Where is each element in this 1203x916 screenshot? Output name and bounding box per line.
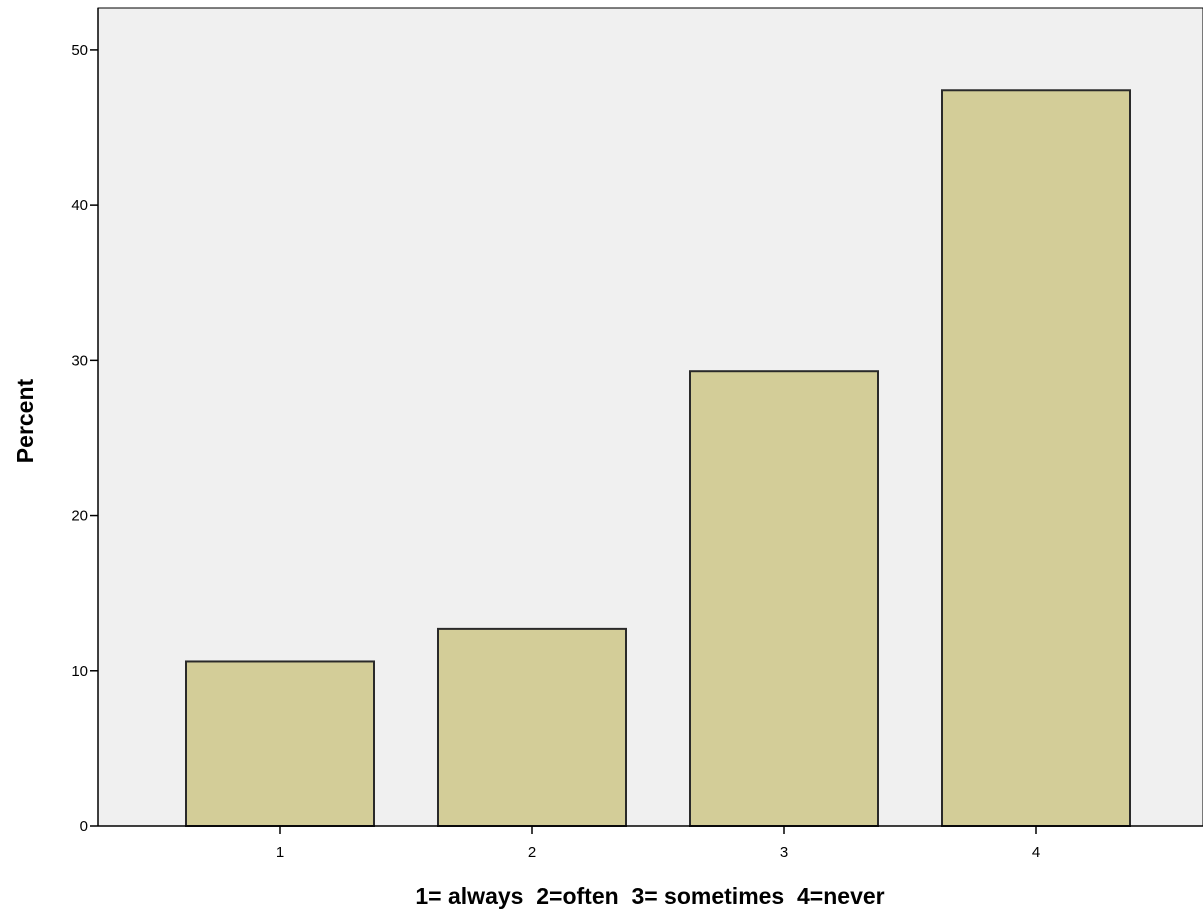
y-ticks-group: 0 10 20 30 40 50	[71, 42, 98, 835]
y-tick-label-10: 10	[71, 663, 88, 680]
x-axis-title: 1= always 2=often 3= sometimes 4=never	[415, 883, 884, 909]
bar-2	[437, 627, 627, 827]
y-tick-label-50: 50	[71, 42, 88, 59]
x-tick-label-4: 4	[1032, 844, 1040, 861]
x-tick-label-2: 2	[528, 844, 536, 861]
y-tick-label-0: 0	[80, 818, 88, 835]
y-tick-label-40: 40	[71, 197, 88, 214]
y-tick-label-20: 20	[71, 508, 88, 525]
y-tick-label-30: 30	[71, 352, 88, 369]
bar-1	[185, 660, 375, 827]
bar-3	[689, 370, 879, 827]
y-axis-title: Percent	[12, 378, 38, 463]
bar-4	[941, 89, 1131, 828]
x-tick-label-3: 3	[780, 844, 788, 861]
x-ticks-group: 1 2 3 4	[276, 826, 1040, 861]
x-tick-label-1: 1	[276, 844, 284, 861]
